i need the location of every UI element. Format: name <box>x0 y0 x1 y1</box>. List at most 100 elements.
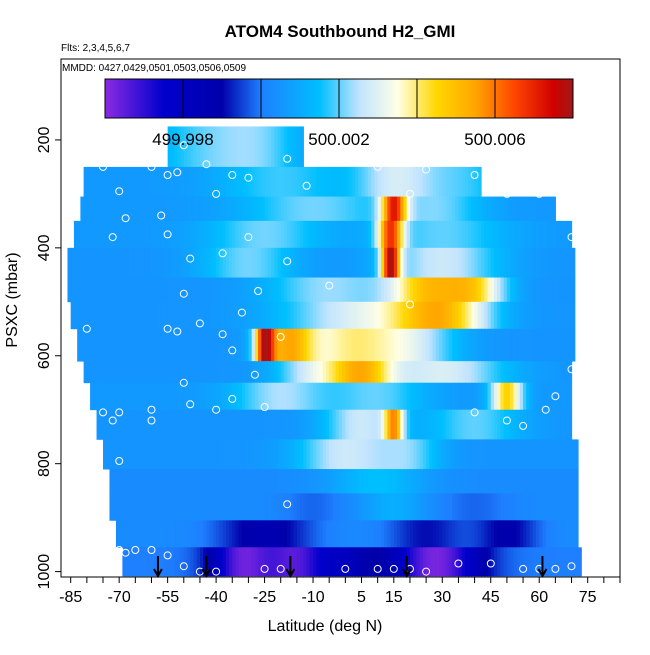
heatmap-cell <box>516 493 521 521</box>
heatmap-cell <box>371 520 376 548</box>
heatmap-cell <box>526 277 531 303</box>
heatmap-cell <box>458 520 463 548</box>
heatmap-cell <box>406 547 411 577</box>
heatmap-cell <box>345 220 350 249</box>
heatmap-cell <box>574 547 579 577</box>
heatmap-cell <box>464 328 469 362</box>
heatmap-cell <box>535 439 540 470</box>
heatmap-cell <box>206 328 211 362</box>
heatmap-cell <box>306 439 311 470</box>
heatmap-cell <box>280 220 285 249</box>
heatmap-cell <box>561 520 566 548</box>
heatmap-cell <box>187 547 191 577</box>
heatmap-cell <box>174 328 178 362</box>
heatmap-cell <box>157 301 162 330</box>
heatmap-cell <box>309 196 314 222</box>
heatmap-cell <box>135 469 140 494</box>
heatmap-cell <box>271 247 275 278</box>
heatmap-cell <box>545 493 550 521</box>
heatmap-cell <box>371 547 376 577</box>
heatmap-cell <box>128 409 133 440</box>
heatmap-cell <box>203 409 207 440</box>
heatmap-cell <box>238 547 243 577</box>
heatmap-cell <box>280 328 285 362</box>
heatmap-cell <box>135 382 140 411</box>
heatmap-cell <box>274 361 279 384</box>
heatmap-cell <box>248 409 253 440</box>
observation-point <box>244 233 253 242</box>
heatmap-cell <box>86 328 91 362</box>
heatmap-cell <box>384 520 388 548</box>
heatmap-cell <box>309 382 314 411</box>
heatmap-cell <box>552 247 556 278</box>
heatmap-cell <box>157 196 162 222</box>
heatmap-cell <box>526 301 531 330</box>
heatmap-cell <box>203 547 207 577</box>
heatmap-cell <box>170 409 175 440</box>
heatmap-cell <box>141 328 146 362</box>
heatmap-cell <box>316 196 321 222</box>
heatmap-cell <box>351 469 356 494</box>
heatmap-cell <box>364 220 369 249</box>
heatmap-cell <box>229 493 233 521</box>
heatmap-cell <box>361 382 366 411</box>
y-tick-label: 1000 <box>36 554 53 590</box>
heatmap-cell <box>103 166 107 197</box>
heatmap-cell <box>287 166 292 197</box>
heatmap-cell <box>545 520 550 548</box>
heatmap-cell <box>174 547 178 577</box>
heatmap-cell <box>568 328 573 362</box>
heatmap-cell <box>361 409 366 440</box>
heatmap-cell <box>400 520 405 548</box>
heatmap-cell <box>500 220 505 249</box>
heatmap-cell <box>506 439 511 470</box>
heatmap-cell <box>280 277 285 303</box>
heatmap-cell <box>490 247 495 278</box>
heatmap-cell <box>332 493 337 521</box>
heatmap-cell <box>329 520 334 548</box>
heatmap-cell <box>109 409 114 440</box>
heatmap-cell <box>413 166 418 197</box>
heatmap-cell <box>413 409 418 440</box>
heatmap-cell <box>180 196 185 222</box>
heatmap-cell <box>493 409 498 440</box>
heatmap-cell <box>83 361 88 384</box>
heatmap-cell <box>293 220 298 249</box>
heatmap-cell <box>510 469 514 494</box>
heatmap-cell <box>400 196 405 222</box>
heatmap-cell <box>309 247 314 278</box>
heatmap-cell <box>377 439 382 470</box>
heatmap-cell <box>261 361 266 384</box>
heatmap-cell <box>400 409 405 440</box>
heatmap-cell <box>187 166 191 197</box>
heatmap-cell <box>261 126 266 168</box>
colorbar-dividers <box>182 79 574 118</box>
heatmap-cell <box>348 439 353 470</box>
heatmap-cell <box>280 196 285 222</box>
heatmap-cell <box>535 520 540 548</box>
heatmap-cell <box>355 220 359 249</box>
heatmap-cell <box>471 547 476 577</box>
heatmap-cell <box>351 493 356 521</box>
heatmap-cell <box>497 439 502 470</box>
heatmap-cell <box>526 328 531 362</box>
heatmap-cell <box>232 220 237 249</box>
heatmap-cell <box>377 196 382 222</box>
heatmap-cell <box>464 547 469 577</box>
heatmap-cell <box>387 301 392 330</box>
heatmap-cell <box>390 382 395 411</box>
heatmap-cell <box>523 277 527 303</box>
heatmap-cell <box>561 301 566 330</box>
heatmap-cell <box>241 196 246 222</box>
heatmap-cell <box>248 301 253 330</box>
heatmap-cell <box>138 277 143 303</box>
heatmap-cell <box>271 166 275 197</box>
heatmap-band <box>83 166 482 197</box>
heatmap-cell <box>351 220 356 249</box>
heatmap-cell <box>96 166 101 197</box>
heatmap-cell <box>523 220 527 249</box>
heatmap-cell <box>112 301 117 330</box>
plot-frame <box>60 58 621 578</box>
heatmap-cell <box>335 409 340 440</box>
heatmap-cell <box>345 547 350 577</box>
